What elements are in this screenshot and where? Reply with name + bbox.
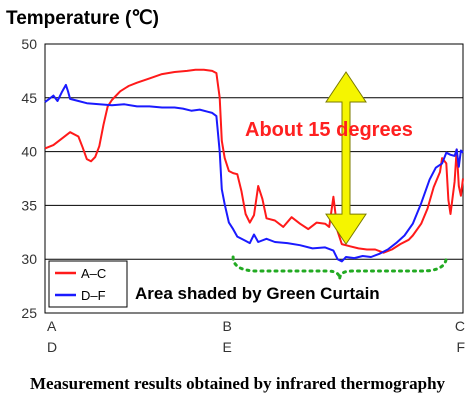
y-tick-label: 50 — [21, 36, 37, 52]
x-tick-label-bottom: D — [47, 339, 57, 355]
x-axis-ticks: AD BE CF — [47, 318, 465, 355]
series-line-0 — [44, 68, 464, 254]
y-tick-label: 45 — [21, 90, 37, 106]
gridlines — [45, 97, 463, 260]
y-tick-label: 40 — [21, 144, 37, 160]
y-axis-ticks: 50 45 40 35 30 25 — [21, 36, 37, 321]
x-tick-label-top: A — [47, 318, 57, 334]
double-arrow-shape — [325, 71, 367, 246]
series-line-1 — [44, 83, 464, 263]
x-tick-label-top: B — [223, 318, 232, 334]
legend-box — [48, 260, 128, 308]
difference-label: About 15 degrees — [245, 119, 413, 141]
legend: A–C D–F — [48, 260, 128, 308]
y-tick-label: 35 — [21, 197, 37, 213]
temperature-difference-arrow — [325, 71, 367, 246]
legend-label-a-c: A–C — [81, 266, 106, 281]
y-tick-label: 30 — [21, 251, 37, 267]
x-tick-label-bottom: E — [223, 339, 232, 355]
x-tick-label-bottom: F — [456, 339, 465, 355]
green-curtain-bracket — [231, 255, 448, 280]
green-curtain-label: Area shaded by Green Curtain — [135, 284, 380, 303]
bracket-path — [231, 255, 448, 280]
series-lines — [44, 68, 464, 263]
figure-caption: Measurement results obtained by infrared… — [29, 374, 446, 393]
x-tick-label-top: C — [455, 318, 465, 334]
y-tick-label: 25 — [21, 305, 37, 321]
legend-label-d-f: D–F — [81, 288, 106, 303]
chart-title: Temperature (℃) — [6, 8, 159, 29]
